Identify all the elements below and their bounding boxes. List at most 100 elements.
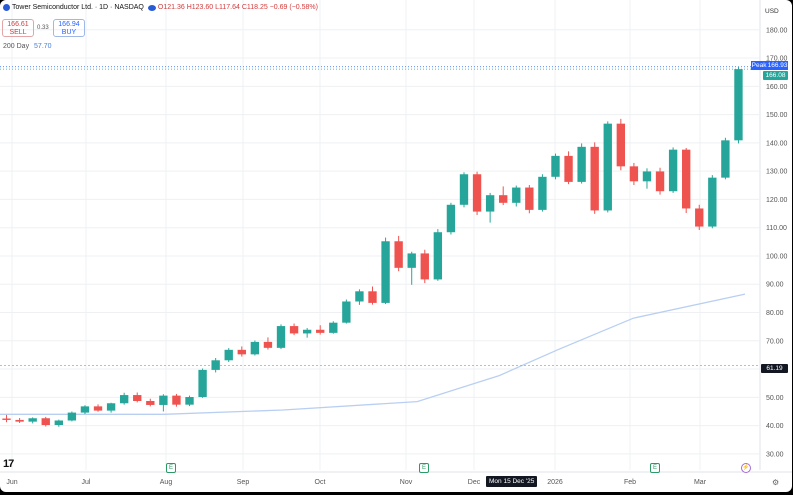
candle-body[interactable] — [211, 360, 220, 370]
candle-body[interactable] — [302, 329, 312, 334]
candle-body[interactable] — [525, 187, 534, 210]
candle-body[interactable] — [472, 174, 482, 212]
candle-body[interactable] — [263, 341, 273, 348]
candle-body[interactable] — [551, 155, 560, 177]
candle-body[interactable] — [41, 418, 50, 426]
earnings-event-icon[interactable]: E — [650, 463, 660, 473]
split-event-icon[interactable]: ⚡ — [741, 463, 751, 473]
candle-body[interactable] — [538, 176, 547, 210]
candle-body[interactable] — [224, 349, 233, 361]
price-tick-label: 40.00 — [766, 423, 784, 430]
candle-body[interactable] — [342, 301, 351, 323]
candle-body[interactable] — [682, 149, 691, 209]
candle-body[interactable] — [420, 253, 429, 280]
time-tick-label: Jul — [82, 479, 91, 486]
candle-body[interactable] — [564, 155, 573, 182]
candle-body[interactable] — [133, 395, 142, 401]
ma-label: 200 Day — [3, 43, 30, 50]
candle-body[interactable] — [616, 123, 626, 167]
buy-price: 166.94 — [58, 21, 80, 28]
candle-body[interactable] — [316, 329, 325, 333]
candle-body[interactable] — [106, 403, 116, 411]
candle-body[interactable] — [250, 341, 260, 355]
candle-body[interactable] — [237, 349, 246, 355]
candle-body[interactable] — [329, 322, 338, 333]
price-tick-label: 160.00 — [766, 84, 788, 91]
candle-body[interactable] — [407, 253, 416, 268]
ma-legend[interactable]: 200 Day 57.70 — [3, 43, 52, 50]
time-tick-label: Aug — [160, 479, 173, 486]
last-price-tag: 166.08 — [763, 71, 788, 80]
time-tick-label: Jun — [6, 479, 17, 486]
candle-body[interactable] — [590, 146, 599, 211]
candle-body[interactable] — [721, 140, 730, 178]
candle-body[interactable] — [355, 291, 364, 302]
buy-label: BUY — [61, 29, 77, 36]
candle-body[interactable] — [28, 418, 37, 422]
price-tick-label: 80.00 — [766, 310, 784, 317]
earnings-event-icon[interactable]: E — [419, 463, 429, 473]
price-tick-label: 140.00 — [766, 140, 788, 147]
candle-body[interactable] — [185, 397, 194, 405]
candle-body[interactable] — [381, 241, 390, 303]
candle-body[interactable] — [629, 166, 639, 182]
price-tick-label: 50.00 — [766, 395, 784, 402]
price-tick-label: 180.00 — [766, 27, 788, 34]
price-tick-label: 130.00 — [766, 169, 788, 176]
currency-label[interactable]: USD — [765, 8, 779, 15]
candle-body[interactable] — [67, 412, 77, 421]
candle-body[interactable] — [655, 171, 665, 192]
time-tick-label: 2026 — [547, 479, 563, 486]
candle-body[interactable] — [15, 419, 24, 422]
sell-price: 166.61 — [7, 21, 29, 28]
price-tick-label: 170.00 — [766, 56, 788, 63]
symbol-title[interactable]: Tower Semiconductor Ltd. · 1D · NASDAQ — [12, 4, 144, 11]
earnings-event-icon[interactable]: E — [166, 463, 176, 473]
candle-body[interactable] — [708, 177, 717, 227]
candle-body[interactable] — [368, 291, 377, 303]
peak-value: 166.93 — [767, 61, 788, 70]
candle-body[interactable] — [159, 395, 168, 405]
eye-icon[interactable] — [147, 4, 156, 11]
buy-button[interactable]: 166.94 BUY — [53, 19, 85, 37]
candle-body[interactable] — [459, 174, 469, 205]
candle-body[interactable] — [80, 406, 90, 413]
time-tick-label: Oct — [315, 479, 326, 486]
price-tick-label: 90.00 — [766, 282, 784, 289]
candle-body[interactable] — [433, 232, 443, 280]
candle-body[interactable] — [172, 395, 181, 405]
candle-body[interactable] — [734, 69, 743, 141]
candle-body[interactable] — [668, 149, 678, 192]
candle-body[interactable] — [276, 326, 286, 348]
tradingview-logo[interactable]: 17 — [3, 458, 14, 470]
settings-gear-icon[interactable]: ⚙ — [772, 478, 780, 487]
price-tick-label: 30.00 — [766, 451, 784, 458]
candle-body[interactable] — [446, 204, 456, 233]
candle-body[interactable] — [695, 208, 704, 227]
candle-body[interactable] — [93, 406, 103, 411]
sell-button[interactable]: 166.61 SELL — [2, 19, 34, 37]
candle-body[interactable] — [394, 241, 403, 268]
candle-body[interactable] — [2, 418, 11, 420]
candle-body[interactable] — [119, 395, 129, 404]
ma-200-line[interactable] — [0, 293, 746, 415]
crosshair-time-tag: Mon 15 Dec '25 — [486, 476, 538, 487]
candle-body[interactable] — [603, 123, 612, 211]
peak-price-tag: Peak 166.93 — [751, 61, 788, 70]
candle-body[interactable] — [499, 195, 508, 203]
symbol-logo-icon — [3, 4, 10, 11]
price-tick-label: 150.00 — [766, 112, 788, 119]
candle-body[interactable] — [642, 171, 652, 182]
candle-body[interactable] — [577, 146, 586, 182]
candle-body[interactable] — [512, 187, 521, 203]
candle-body[interactable] — [146, 400, 155, 405]
candle-body[interactable] — [198, 369, 207, 398]
time-tick-label: Sep — [237, 479, 250, 486]
candle-body[interactable] — [54, 420, 63, 426]
candle-body[interactable] — [485, 195, 495, 212]
candle-body[interactable] — [289, 326, 299, 334]
time-tick-label: Feb — [624, 479, 636, 486]
time-tick-label: Nov — [400, 479, 413, 486]
symbol-legend: Tower Semiconductor Ltd. · 1D · NASDAQ O… — [3, 4, 318, 11]
